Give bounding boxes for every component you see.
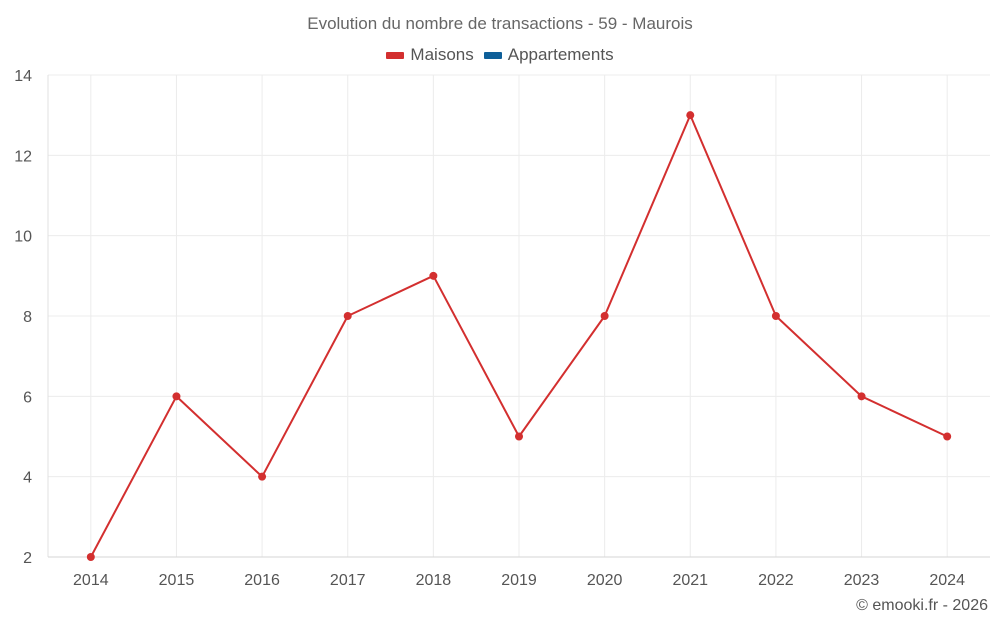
data-point[interactable] bbox=[857, 392, 866, 401]
chart-title: Evolution du nombre de transactions - 59… bbox=[307, 14, 693, 33]
legend-swatch-maisons bbox=[386, 51, 405, 59]
data-point[interactable] bbox=[429, 271, 438, 280]
x-tick-label: 2014 bbox=[73, 572, 109, 589]
legend-label-appartements: Appartements bbox=[507, 45, 614, 64]
chart-legend: Maisons Appartements bbox=[0, 45, 1000, 65]
y-tick-label: 14 bbox=[14, 68, 32, 85]
credit-text: © emooki.fr - 2026 bbox=[856, 597, 988, 614]
data-point[interactable] bbox=[686, 111, 695, 120]
x-tick-label: 2022 bbox=[758, 572, 794, 589]
x-tick-label: 2016 bbox=[244, 572, 280, 589]
data-point[interactable] bbox=[943, 432, 952, 441]
y-tick-label: 8 bbox=[23, 309, 32, 326]
legend-label-maisons: Maisons bbox=[410, 45, 474, 64]
legend-item-appartements[interactable]: Appartements bbox=[483, 45, 614, 65]
data-point[interactable] bbox=[86, 553, 95, 561]
x-tick-label: 2019 bbox=[501, 572, 537, 589]
data-point[interactable] bbox=[258, 472, 267, 481]
data-point[interactable] bbox=[600, 312, 609, 320]
data-point[interactable] bbox=[172, 392, 181, 401]
y-tick-label: 4 bbox=[23, 470, 32, 487]
y-tick-label: 2 bbox=[23, 550, 32, 567]
data-point[interactable] bbox=[515, 432, 523, 441]
y-tick-label: 12 bbox=[14, 148, 32, 165]
legend-swatch-appartements bbox=[483, 51, 502, 59]
data-point[interactable] bbox=[771, 312, 780, 320]
legend-item-maisons[interactable]: Maisons bbox=[386, 45, 474, 65]
x-tick-label: 2015 bbox=[159, 572, 195, 589]
x-tick-label: 2024 bbox=[929, 572, 965, 589]
x-tick-label: 2023 bbox=[844, 572, 880, 589]
x-tick-label: 2018 bbox=[416, 572, 452, 589]
x-tick-label: 2017 bbox=[330, 572, 366, 589]
y-tick-label: 6 bbox=[23, 389, 32, 406]
x-tick-label: 2020 bbox=[587, 572, 623, 589]
data-point[interactable] bbox=[343, 312, 352, 320]
y-tick-label: 10 bbox=[14, 229, 32, 246]
x-tick-label: 2021 bbox=[672, 572, 708, 589]
